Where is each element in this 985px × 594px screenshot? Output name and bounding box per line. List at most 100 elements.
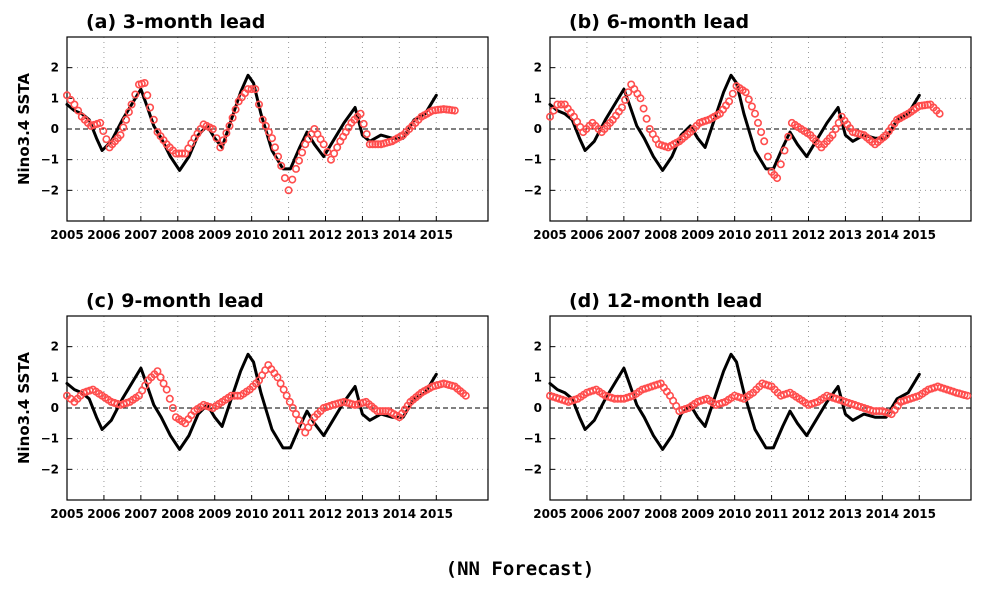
x-tick-label: 2011 <box>272 507 305 521</box>
forecast-series <box>62 79 459 195</box>
observed-series-line <box>548 73 921 172</box>
panel-title: (d) 12-month lead <box>569 290 762 312</box>
x-tick-label: 2006 <box>570 507 603 521</box>
forecast-point <box>96 118 105 127</box>
y-tick-label: 1 <box>51 370 59 384</box>
panel-1: 2005 2006 2007 2008 2009 2010 2011 2012 2013 2014… <box>15 11 489 242</box>
panel-3: 2005 2006 2007 2008 2009 2010 2011 2012 2013 2014… <box>15 290 489 521</box>
x-tick-label: 2006 <box>570 228 603 242</box>
forecast-point <box>326 155 335 164</box>
y-tick-label: −2 <box>524 183 542 197</box>
forecast-point <box>274 152 283 161</box>
forecast-point <box>557 100 566 109</box>
y-tick-label: 0 <box>534 122 542 136</box>
forecast-point <box>373 407 382 416</box>
y-tick-label: 1 <box>534 91 542 105</box>
forecast-point <box>247 85 256 94</box>
panel-4: 2005 2006 2007 2008 2009 2010 2011 2012 2013 2014… <box>524 290 972 521</box>
x-tick-label: 2009 <box>681 228 714 242</box>
forecast-point <box>780 146 789 155</box>
y-tick-label: 2 <box>51 340 59 354</box>
forecast-point <box>273 373 282 382</box>
forecast-point <box>70 100 79 109</box>
x-tick-label: 2007 <box>124 228 157 242</box>
y-tick-label: −2 <box>41 462 59 476</box>
x-tick-label: 2008 <box>644 228 677 242</box>
forecast-point <box>356 109 365 118</box>
y-tick-label: 1 <box>534 370 542 384</box>
x-tick-label: 2013 <box>346 228 379 242</box>
forecast-point <box>255 100 264 109</box>
forecast-point <box>225 121 234 130</box>
forecast-point <box>747 102 756 111</box>
forecast-point <box>116 131 125 140</box>
forecast-point <box>288 403 297 412</box>
x-tick-label: 2012 <box>792 228 825 242</box>
forecast-point <box>231 105 240 114</box>
forecast-point <box>753 118 762 127</box>
forecast-point <box>760 137 769 146</box>
x-tick-label: 2009 <box>198 228 231 242</box>
forecast-point <box>549 106 558 115</box>
forecast-point <box>461 391 470 400</box>
x-tick-label: 2009 <box>681 507 714 521</box>
x-tick-label: 2011 <box>755 228 788 242</box>
forecast-point <box>244 85 253 94</box>
forecast-point <box>636 94 645 103</box>
x-tick-label: 2014 <box>866 507 899 521</box>
y-tick-label: −2 <box>41 183 59 197</box>
x-tick-label: 2010 <box>235 507 268 521</box>
forecast-point <box>102 135 111 144</box>
forecast-point <box>362 130 371 139</box>
x-tick-label: 2006 <box>87 507 120 521</box>
forecast-point <box>831 125 840 134</box>
y-tick-label: 1 <box>51 91 59 105</box>
forecast-point <box>140 79 149 88</box>
forecast-point <box>222 129 231 138</box>
forecast-point <box>728 89 737 98</box>
x-tick-label: 2010 <box>718 228 751 242</box>
forecast-point <box>319 140 328 149</box>
forecast-point <box>639 104 648 113</box>
forecast-point <box>330 149 339 158</box>
forecast-point <box>285 397 294 406</box>
forecast-point <box>963 391 972 400</box>
x-tick-label: 2015 <box>420 228 453 242</box>
x-tick-label: 2007 <box>124 507 157 521</box>
panel-title: (c) 9-month lead <box>86 290 264 312</box>
forecast-point <box>165 394 174 403</box>
forecast-point <box>212 134 221 143</box>
y-axis-label: Nino3.4 SSTA <box>15 352 33 464</box>
forecast-point <box>291 410 300 419</box>
forecast-point <box>284 186 293 195</box>
forecast-point <box>267 134 276 143</box>
forecast-point <box>294 416 303 425</box>
forecast-point <box>773 174 782 183</box>
forecast-point <box>642 114 651 123</box>
forecast-point <box>143 91 152 100</box>
forecast-point <box>282 391 291 400</box>
forecast-point <box>333 143 342 152</box>
forecast-point <box>219 136 228 145</box>
x-tick-label: 2006 <box>87 228 120 242</box>
y-tick-label: 2 <box>51 61 59 75</box>
forecast-point <box>119 123 128 132</box>
forecast-point <box>776 160 785 169</box>
forecast-point <box>359 119 368 128</box>
forecast-point <box>277 161 286 170</box>
x-tick-label: 2012 <box>309 507 342 521</box>
x-tick-label: 2007 <box>607 507 640 521</box>
forecast-series <box>545 80 944 183</box>
x-tick-label: 2010 <box>718 507 751 521</box>
y-tick-label: 0 <box>51 122 59 136</box>
forecast-point <box>159 379 168 388</box>
panel-2: 2005 2006 2007 2008 2009 2010 2011 2012 2013 2014… <box>524 11 972 242</box>
forecast-point <box>784 132 793 141</box>
y-tick-label: 0 <box>51 401 59 415</box>
x-tick-label: 2014 <box>383 228 416 242</box>
x-tick-label: 2014 <box>383 507 416 521</box>
forecast-point <box>450 106 459 115</box>
x-tick-label: 2011 <box>755 507 788 521</box>
panel-title: (a) 3-month lead <box>86 11 265 33</box>
forecast-point <box>251 85 260 94</box>
